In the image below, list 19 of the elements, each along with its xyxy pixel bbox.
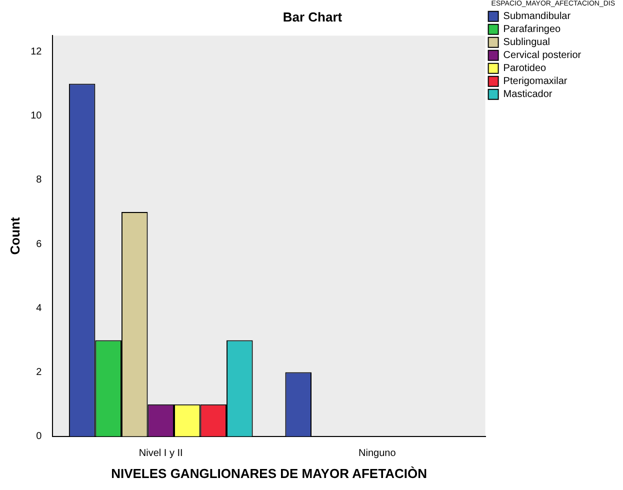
legend-label: Parafaringeo <box>503 24 562 36</box>
y-tick-label: 0 <box>36 431 42 442</box>
legend-label: Cervical posterior <box>503 50 582 62</box>
x-tick-label: Ninguno <box>358 448 396 460</box>
chart-title: Bar Chart <box>282 9 343 24</box>
y-tick-label: 10 <box>30 110 42 122</box>
legend-label: Masticador <box>503 89 553 100</box>
y-tick-label: 12 <box>30 46 42 58</box>
x-tick-label: Nivel I y II <box>138 448 183 460</box>
legend-label: Pterigomaxilar <box>503 76 568 88</box>
legend-label: Submandibular <box>503 11 572 22</box>
y-tick-label: 4 <box>36 302 42 314</box>
x-axis-title: NIVELES GANGLIONARES DE MAYOR AFETACIÒN <box>111 466 427 481</box>
y-tick-label: 2 <box>36 367 42 378</box>
y-tick-label: 6 <box>36 238 42 250</box>
y-axis-title: Count <box>7 216 22 255</box>
legend-label: Parotideo <box>503 63 547 74</box>
y-tick-label: 8 <box>36 174 42 186</box>
legend-label: Sublingual <box>503 37 550 48</box>
